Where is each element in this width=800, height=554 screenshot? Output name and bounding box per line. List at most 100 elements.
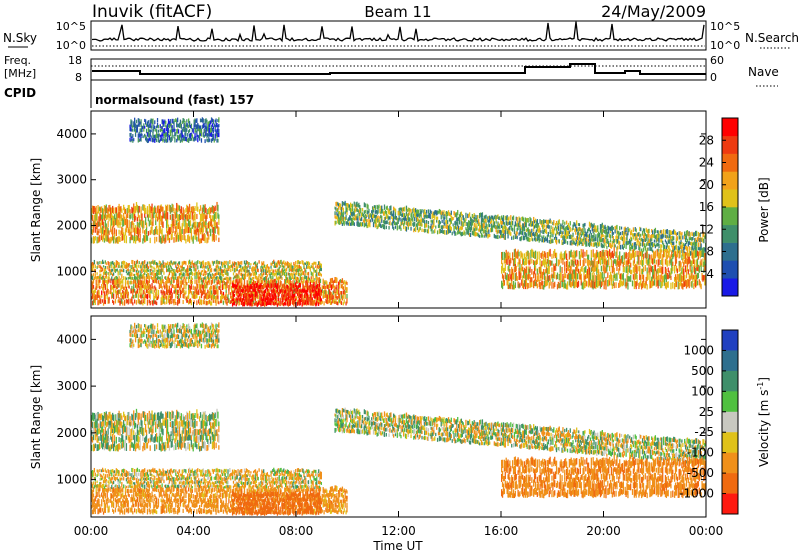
power-cell [154,237,155,244]
power-cell [216,285,217,288]
power-cell [263,261,264,265]
power-cell [497,235,498,239]
power-cell [477,215,478,219]
power-cell [118,271,119,274]
power-cell [690,232,691,237]
nsky-label: N.Sky [3,31,37,45]
power-cell [128,280,129,284]
cpid-value: normalsound (fast) 157 [95,93,254,107]
power-cell [395,226,396,229]
power-cell [528,283,529,288]
power-cell [339,294,340,299]
power-cell [297,288,298,292]
power-cell [644,229,645,234]
power-cell [395,209,396,213]
nsky-line [92,22,704,41]
power-cell [280,302,281,306]
power-cell [229,260,230,264]
power-cell [215,212,216,220]
power-cell [346,298,347,304]
power-cell [264,302,265,307]
power-cell [311,276,312,279]
power-cell [151,227,152,234]
power-cell [121,274,122,277]
power-cell [113,208,114,214]
power-cell [523,218,524,222]
power-cell [278,298,279,302]
power-cell [648,234,649,238]
power-cell [509,269,510,274]
power-cell [109,265,110,267]
power-cell [197,138,198,142]
power-cell [504,222,505,225]
power-cell [426,220,427,224]
power-cell [452,217,453,220]
power-cell [194,212,195,221]
power-cell [99,261,100,264]
power-cell [194,262,195,265]
power-cell [150,135,151,138]
power-cell [158,125,159,128]
power-cell [368,209,369,213]
power-cell [122,302,123,306]
power-cell [314,278,315,280]
power-cell [488,229,489,234]
power-cell [293,302,294,306]
power-cell [194,275,195,279]
power-cell [124,235,125,243]
power-cell [220,284,221,288]
power-cell [131,272,132,276]
power-cell [141,134,142,138]
power-cell [99,295,100,299]
power-cell [234,294,235,297]
power-cell [315,262,316,266]
power-cell [370,219,371,222]
power-cell [336,278,337,284]
power-cell [624,239,625,243]
power-cell [134,118,135,123]
power-cell [215,300,216,306]
power-cell [412,218,413,222]
power-cell [198,289,199,294]
cpid-label: CPID [4,86,36,100]
power-cell [133,295,134,299]
power-cell [202,270,203,272]
power-cell [182,235,183,240]
power-cell [132,277,133,280]
power-cell [624,243,625,247]
power-cell [393,227,394,230]
power-cell [111,276,112,280]
power-cell [502,252,503,260]
power-cell [98,229,99,233]
power-cell [469,212,470,216]
power-cell [132,129,133,132]
power-cell [565,239,566,243]
power-cell [553,220,554,225]
power-cell [178,290,179,293]
power-cell [122,265,123,269]
power-cell [164,302,165,305]
freq-unit: [MHz] [4,67,36,80]
power-cell [411,213,412,218]
power-cell [223,292,224,295]
power-cell [451,227,452,231]
power-cell [512,228,513,232]
power-cell [256,272,257,275]
power-cell [168,128,169,133]
power-cell [167,137,168,142]
power-cell [556,237,557,240]
power-cell [197,260,198,264]
power-cell [185,261,186,265]
power-cell [305,273,306,276]
power-cell [245,275,246,279]
power-cell [107,266,108,270]
power-cell [196,300,197,305]
power-cell [196,118,197,123]
power-cell [499,224,500,229]
power-cell [167,285,168,290]
power-cell [545,253,546,259]
power-cell [147,300,148,306]
nsky-tick-low: 10^0 [56,39,86,52]
power-cell [384,225,385,230]
power-cell [317,296,318,300]
